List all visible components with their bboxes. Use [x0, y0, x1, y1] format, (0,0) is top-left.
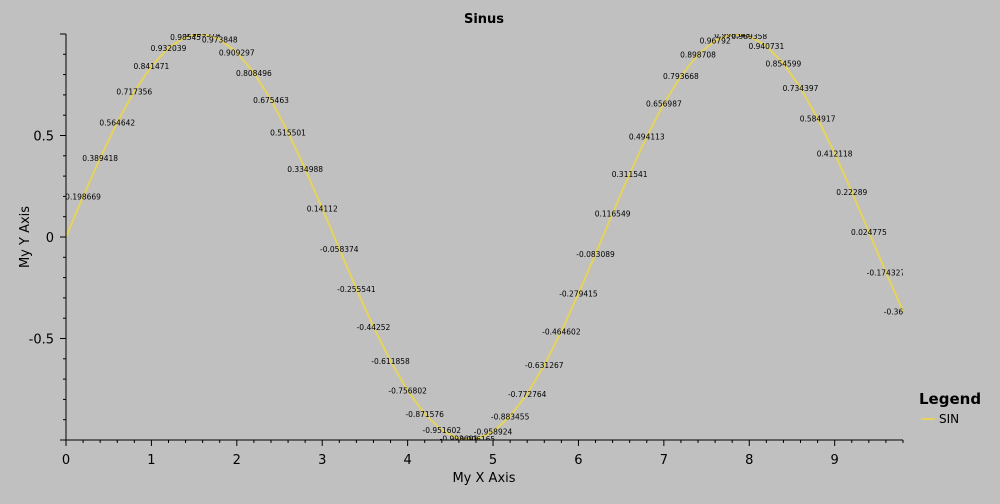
x-tick-label: 3: [318, 453, 326, 468]
data-label: 0.98545: [170, 33, 201, 42]
data-label: -0.631267: [525, 361, 564, 370]
data-label: -0.951602: [423, 426, 462, 435]
y-tick-label: -0.5: [29, 333, 54, 348]
x-tick-label: 4: [403, 453, 411, 468]
data-label: 0.22289: [836, 188, 867, 197]
y-tick-label: 0.5: [33, 130, 54, 145]
data-label: 0.854599: [766, 60, 802, 69]
data-label: 0.116549: [595, 209, 631, 218]
data-label: 0.998543: [714, 30, 750, 39]
data-label: 0.973848: [202, 35, 238, 44]
data-label: 0.898708: [680, 51, 716, 60]
x-axis-label: My X Axis: [452, 471, 515, 486]
x-tick-label: 0: [62, 453, 70, 468]
data-label: -0.996165: [457, 435, 496, 444]
data-label: -0.083089: [576, 250, 615, 259]
x-tick-label: 2: [233, 453, 241, 468]
x-tick-label: 9: [831, 453, 839, 468]
data-label: 0.793668: [663, 72, 699, 81]
data-label: 0.14112: [307, 204, 338, 213]
data-label: -0.772764: [508, 390, 547, 399]
data-label: 0.932039: [151, 44, 187, 53]
data-label: 0.808496: [236, 69, 272, 78]
data-label: 0.024775: [851, 228, 887, 237]
data-label: 0.717356: [116, 87, 152, 96]
data-label: -0.255541: [337, 285, 376, 294]
y-tick-label: 0: [46, 231, 54, 246]
data-label: 0.675463: [253, 96, 289, 105]
legend: Legend SIN: [919, 390, 981, 426]
data-label: -0.883455: [491, 412, 530, 421]
x-tick-label: 8: [745, 453, 753, 468]
data-label: 0.515501: [270, 128, 306, 137]
data-label: 0.584917: [800, 114, 836, 123]
x-tick-label: 7: [660, 453, 668, 468]
data-label: -0.174327: [867, 268, 906, 277]
data-label: -0.44252: [357, 323, 391, 332]
data-label: -0.611858: [371, 357, 410, 366]
data-label: 0.96792: [700, 37, 731, 46]
data-label: -0.993691: [440, 435, 479, 444]
x-tick-label: 5: [489, 453, 497, 468]
data-label: 0.999574: [185, 30, 221, 39]
data-label: -0.058374: [320, 245, 359, 254]
data-label: 0.412118: [817, 149, 853, 158]
data-label: 0.841471: [134, 62, 170, 71]
data-label: 0.656987: [646, 100, 682, 109]
data-label: 0.389418: [82, 154, 118, 163]
axis-ticks: 0 1 2 3 4 5 6 7 8 9 0.5 0 -0.5: [29, 33, 904, 468]
data-label: 0.734397: [783, 84, 819, 93]
data-label: 0.311541: [612, 170, 648, 179]
data-label: 0.334988: [287, 165, 323, 174]
data-label: 0.940731: [748, 42, 784, 51]
data-label: -0.958924: [474, 428, 513, 437]
y-axis-label: My Y Axis: [18, 206, 33, 268]
data-label: -0.366479: [884, 307, 923, 316]
data-label: -0.279415: [559, 290, 598, 299]
data-label: 0.198669: [65, 193, 101, 202]
plot-area: 0.198669 0.389418 0.564642 0.717356 0.841471…: [65, 30, 923, 444]
data-label: 0.909297: [219, 48, 255, 57]
data-label: 0.494113: [629, 133, 665, 142]
x-tick-label: 1: [147, 453, 155, 468]
chart-title: Sinus: [464, 12, 504, 27]
data-label: -0.464602: [542, 327, 581, 336]
data-label: -0.871576: [405, 410, 444, 419]
series-line-sin: [66, 34, 903, 440]
data-label: 0.564642: [99, 118, 135, 127]
legend-title: Legend: [919, 390, 981, 408]
data-label: 0.989358: [731, 32, 767, 41]
legend-label-sin: SIN: [939, 412, 959, 426]
x-tick-label: 6: [574, 453, 582, 468]
data-label: -0.756802: [388, 387, 427, 396]
